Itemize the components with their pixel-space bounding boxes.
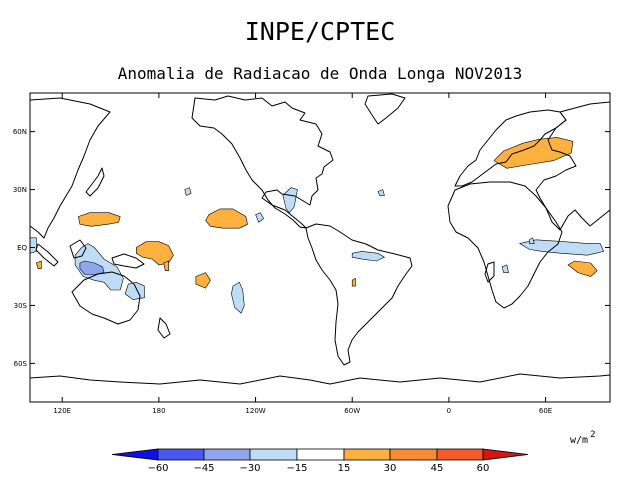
anomaly-brazil-negative [351, 251, 386, 262]
colorbar-label: −30 [239, 463, 260, 474]
colorbar-segment [203, 448, 251, 461]
coast-australia [71, 271, 141, 325]
colorbar-segment [389, 448, 438, 461]
colorbar-segment [482, 448, 529, 461]
coast-new-zealand [157, 317, 171, 339]
anomaly-central-pacific-north-positive [205, 208, 248, 229]
coastlines [30, 93, 610, 385]
coast-antarctica [30, 373, 610, 385]
coast-south-america [305, 223, 413, 366]
anomaly-east-africa-negative [529, 237, 535, 244]
x-tick-label: 0 [447, 407, 451, 415]
anomaly-madagascar-negative [501, 264, 509, 273]
anomaly-central-america-negative [282, 187, 298, 214]
colorbar-label: 45 [431, 463, 444, 474]
coast-africa [447, 181, 563, 309]
units-exponent: 2 [590, 430, 595, 440]
coast-east-asia [30, 97, 111, 239]
units-base: w/m [570, 435, 588, 446]
chart-subtitle: Anomalia de Radiacao de Onda Longa NOV20… [118, 64, 523, 83]
anomaly-south-indian-positive [567, 260, 598, 277]
x-tick-label: 60W [344, 407, 360, 415]
x-tick-label: 60E [539, 407, 552, 415]
y-tick-label: 60S [14, 360, 28, 368]
coast-sumatra [35, 243, 59, 267]
anomaly-central-asia-positive [493, 137, 574, 169]
colorbar-label: −45 [193, 463, 214, 474]
anomaly-regions [30, 137, 605, 314]
x-tick-label: 180 [152, 407, 165, 415]
coast-new-guinea [111, 253, 145, 269]
coast-asia [535, 101, 610, 231]
colorbar-segment [343, 448, 391, 461]
colorbar: −60 −45 −30 −15 15 30 45 60 [111, 448, 529, 474]
anomaly-subtropical-north-pacific-negative [184, 187, 192, 196]
chart-title: INPE/CPTEC [245, 17, 396, 46]
anomaly-north-atlantic-negative [377, 189, 385, 196]
y-tick-label: 30N [13, 186, 27, 194]
anomaly-fiji-positive [163, 260, 169, 272]
colorbar-segment [157, 448, 205, 461]
coast-japan [85, 167, 105, 197]
colorbar-segment [111, 448, 159, 461]
colorbar-segment [296, 448, 345, 461]
units-label: w/m 2 [570, 430, 595, 446]
colorbar-label: −60 [147, 463, 168, 474]
anomaly-south-america-positive [351, 277, 356, 287]
colorbar-label: −15 [286, 463, 307, 474]
coast-greenland [364, 93, 406, 125]
coast-borneo [69, 239, 87, 259]
colorbar-label: 30 [384, 463, 397, 474]
anomaly-maritime-continent-core-negative [79, 260, 105, 275]
colorbar-label: 15 [338, 463, 351, 474]
y-tick-label: 30S [14, 302, 28, 310]
y-tick-label: EQ [17, 244, 27, 252]
y-tick-label: 60N [13, 128, 27, 136]
anomaly-gulf-of-mexico-negative [255, 212, 264, 223]
x-tick-label: 120W [245, 407, 265, 415]
map-axes: 120E 180 120W 60W 0 60E 60N 30N EQ 30S 60S [13, 93, 610, 415]
anomaly-west-pacific-north-positive [77, 212, 121, 227]
anomaly-sumatra-negative [30, 237, 37, 254]
anomaly-indian-ocean-positive [36, 260, 42, 270]
coast-madagascar [484, 261, 495, 283]
anomaly-south-pacific-positive [195, 272, 211, 289]
anomaly-east-pacific-south-negative [231, 281, 245, 314]
x-tick-label: 120E [53, 407, 71, 415]
colorbar-label: 60 [477, 463, 490, 474]
colorbar-segment [436, 448, 484, 461]
anomaly-indian-ocean-south-negative [519, 239, 605, 256]
coast-north-america [191, 95, 334, 229]
colorbar-segment [249, 448, 298, 461]
